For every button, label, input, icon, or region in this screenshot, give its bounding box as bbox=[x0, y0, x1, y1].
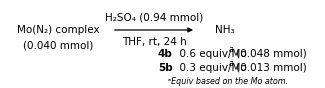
Text: NH₃: NH₃ bbox=[215, 25, 235, 35]
Text: a: a bbox=[229, 45, 234, 54]
Text: 0.3 equiv/Mo: 0.3 equiv/Mo bbox=[173, 63, 247, 73]
Text: a: a bbox=[229, 59, 234, 68]
Text: H₂SO₄ (0.94 mmol): H₂SO₄ (0.94 mmol) bbox=[105, 13, 203, 23]
Text: THF, rt, 24 h: THF, rt, 24 h bbox=[122, 37, 186, 47]
Text: 4b: 4b bbox=[158, 49, 173, 59]
Text: (0.013 mmol): (0.013 mmol) bbox=[233, 63, 307, 73]
Text: ᵃEquiv based on the Mo atom.: ᵃEquiv based on the Mo atom. bbox=[168, 76, 288, 86]
Text: (0.040 mmol): (0.040 mmol) bbox=[23, 41, 93, 51]
Text: Mo(N₂) complex: Mo(N₂) complex bbox=[17, 25, 99, 35]
Text: (0.048 mmol): (0.048 mmol) bbox=[233, 49, 307, 59]
Text: 0.6 equiv/Mo: 0.6 equiv/Mo bbox=[173, 49, 247, 59]
Text: 5b: 5b bbox=[158, 63, 173, 73]
